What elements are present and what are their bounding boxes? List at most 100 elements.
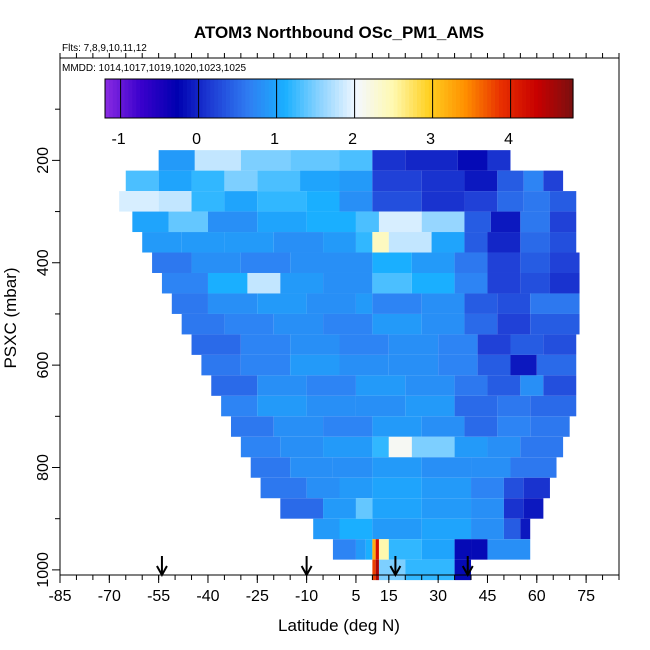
colorbar-segment <box>467 79 473 118</box>
colorbar-segment <box>561 79 566 118</box>
heatmap-cell <box>497 313 531 335</box>
colorbar-segment <box>155 79 161 118</box>
colorbar-segment <box>264 79 270 118</box>
x-tick-label: -55 <box>147 588 170 605</box>
colorbar-segment <box>397 79 402 118</box>
colorbar-segment <box>374 79 379 118</box>
colorbar-segment <box>534 79 539 118</box>
heatmap-cell <box>536 354 577 376</box>
colorbar-segment <box>510 79 516 118</box>
colorbar-segment <box>140 79 145 118</box>
colorbar-segment <box>483 79 488 118</box>
heatmap-cell <box>497 293 531 314</box>
colorbar-segment <box>272 79 278 118</box>
heatmap-cell <box>372 559 376 581</box>
heatmap-cell <box>503 477 524 499</box>
heatmap-cell <box>490 211 521 233</box>
heatmap-cell <box>339 191 373 212</box>
heatmap-cell <box>464 170 498 192</box>
colorbar-segment <box>198 79 204 118</box>
colorbar-segment <box>116 79 122 118</box>
heatmap-cell <box>290 252 340 273</box>
x-tick-label: -10 <box>295 588 318 605</box>
colorbar-segment <box>292 79 297 118</box>
heatmap-cell <box>372 150 406 171</box>
colorbar-segment <box>498 79 504 118</box>
heatmap-cell <box>211 375 258 396</box>
colorbar-segment <box>225 79 231 118</box>
heatmap-cell <box>339 334 389 355</box>
heatmap-cell <box>471 539 488 560</box>
heatmap-cell <box>405 375 455 396</box>
colorbar-segment <box>354 79 360 118</box>
heatmap-cell <box>355 395 406 417</box>
colorbar-segment <box>108 79 114 118</box>
heatmap-cell <box>487 150 511 171</box>
heatmap-cell <box>510 457 557 478</box>
heatmap-cell <box>523 191 550 212</box>
heatmap-cell <box>520 375 544 396</box>
heatmap-cell <box>454 436 488 458</box>
colorbar-segment <box>417 79 422 118</box>
colorbar: -1 0 1 2 3 4 <box>104 78 574 148</box>
heatmap-cell <box>372 457 422 478</box>
colorbar-segment <box>206 79 211 118</box>
colorbar-segment <box>385 79 391 118</box>
chart-title: ATOM3 Northbound OSc_PM1_AMS <box>194 23 484 42</box>
heatmap-cell <box>132 211 169 233</box>
heatmap-cell <box>257 293 307 314</box>
heatmap-cell <box>549 211 577 233</box>
colorbar-segment <box>537 79 543 118</box>
heatmap-cell <box>510 354 537 376</box>
colorbar-segment <box>288 79 293 118</box>
heatmap-cell <box>240 252 291 273</box>
heatmap-cell <box>543 170 564 192</box>
heatmap-cell <box>323 436 373 458</box>
heatmap-cell <box>503 498 524 519</box>
colorbar-segment <box>409 79 414 118</box>
heatmap-cell <box>464 293 498 314</box>
colorbar-segment <box>186 79 192 118</box>
heatmap-cell <box>355 375 406 396</box>
heatmap-cell <box>280 498 324 519</box>
heatmap-cell <box>438 334 478 355</box>
heatmap-cell <box>306 191 340 212</box>
colorbar-segment <box>346 79 352 118</box>
heatmap-cell <box>372 272 412 294</box>
heatmap-cells <box>119 150 580 581</box>
colorbar-segment <box>303 79 309 118</box>
heatmap-cell <box>421 170 465 192</box>
x-tick-label: 15 <box>380 588 398 605</box>
colorbar-segment <box>424 79 430 118</box>
heatmap-cell <box>388 334 439 355</box>
colorbar-segment <box>183 79 188 118</box>
y-tick-label: 200 <box>35 147 52 174</box>
colorbar-segment <box>167 79 172 118</box>
y-axis-title: PSXC (mbar) <box>1 267 20 368</box>
heatmap-cell <box>372 416 422 437</box>
colorbar-segment <box>436 79 441 118</box>
heatmap-cell <box>191 334 241 355</box>
heatmap-cell <box>530 416 570 437</box>
colorbar-segment <box>479 79 484 118</box>
heatmap-cell <box>497 191 524 212</box>
heatmap-cell <box>230 416 274 437</box>
heatmap-cell <box>306 395 356 417</box>
heatmap-cell <box>355 211 379 233</box>
colorbar-tick-label: 3 <box>426 131 435 148</box>
colorbar-segment <box>553 79 558 118</box>
heatmap-cell <box>375 539 379 560</box>
heatmap-cell <box>487 539 531 560</box>
x-tick-label: -25 <box>246 588 269 605</box>
heatmap-cell <box>487 252 521 273</box>
colorbar-segment <box>257 79 262 118</box>
heatmap-cell <box>207 293 258 314</box>
heatmap-cell <box>477 354 511 376</box>
heatmap-cell <box>523 477 550 499</box>
heatmap-cell <box>438 354 478 376</box>
down-arrow-icon <box>156 556 168 578</box>
colorbar-segment <box>280 79 285 118</box>
heatmap-cell <box>372 518 422 540</box>
heatmap-cell <box>464 211 491 233</box>
plot-frame <box>59 57 620 576</box>
